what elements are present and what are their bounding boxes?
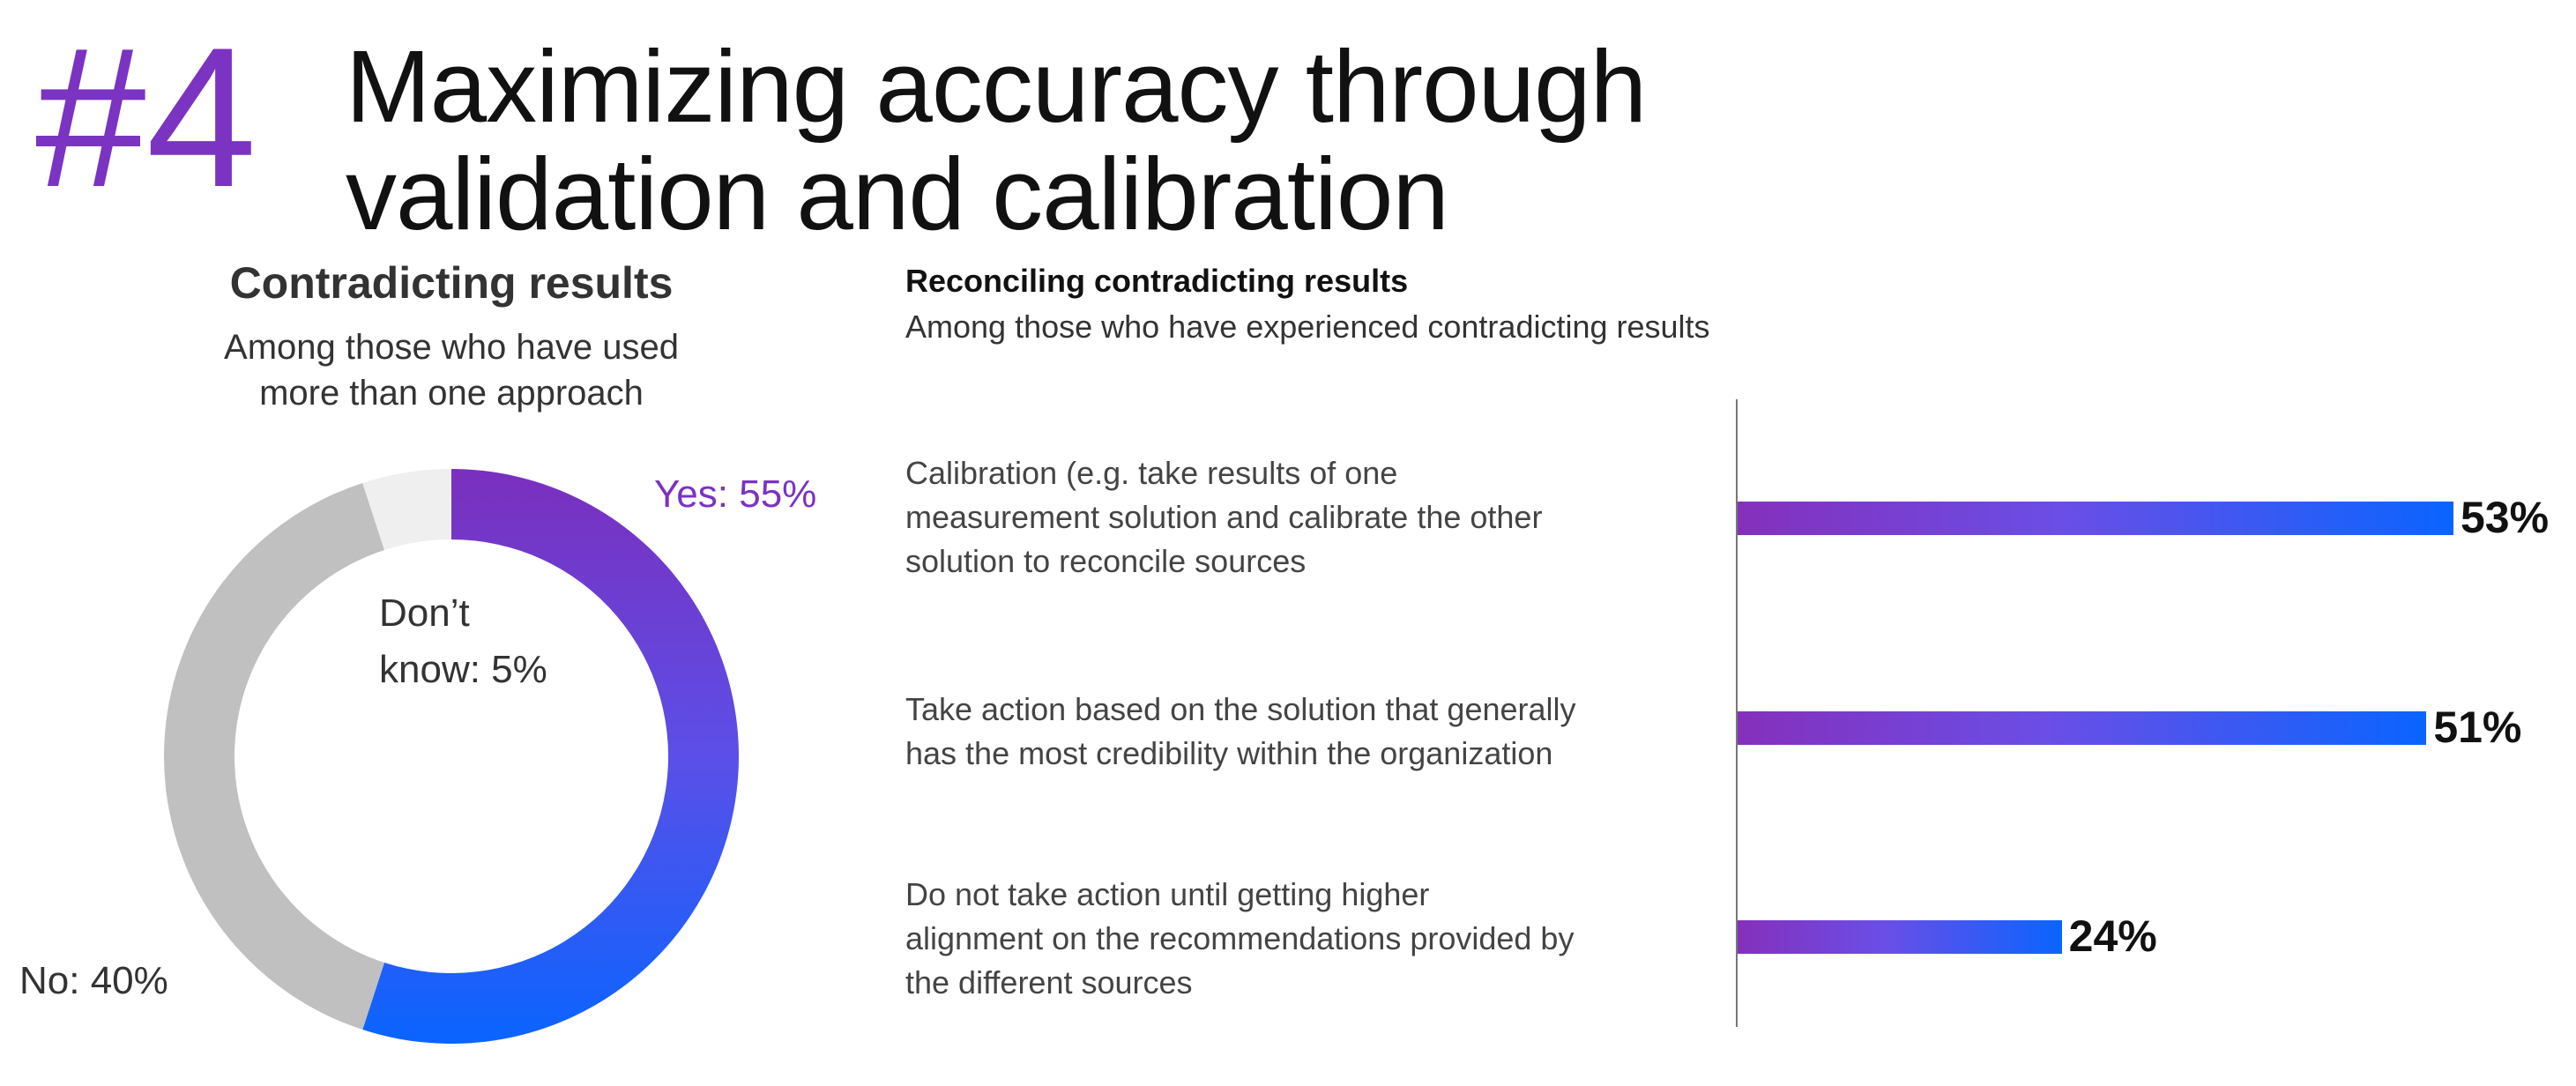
donut-slice-don-t-know <box>362 469 451 551</box>
donut-chart <box>164 469 740 1044</box>
donut-subtitle-line2: more than one approach <box>259 374 644 413</box>
page-title-line2: validation and calibration <box>346 137 1449 251</box>
donut-subtitle-line1: Among those who have used <box>224 328 679 367</box>
section-number: #4 <box>35 5 257 228</box>
page-title-line1: Maximizing accuracy through <box>346 29 1647 144</box>
donut-slice-no <box>164 482 384 1030</box>
donut-label-no: No: 40% <box>19 959 168 1002</box>
bar-value-label: 53% <box>2460 493 2550 542</box>
donut-label-dont-know-line2: know: 5% <box>379 648 547 691</box>
bar-label-line: alignment on the recommendations provide… <box>905 920 1575 956</box>
bar-value-label: 24% <box>2068 911 2157 961</box>
bar <box>1738 711 2427 745</box>
donut-slice-yes <box>362 469 740 1044</box>
bar <box>1738 920 2062 954</box>
bar-value-label: 51% <box>2433 703 2522 752</box>
bar-label: Take action based on the solution that g… <box>905 688 1716 776</box>
bar-label: Do not take action until getting higher a… <box>905 873 1716 1005</box>
bar-label: Calibration (e.g. take results of one mea… <box>905 451 1716 584</box>
bar-chart-subtitle: Among those who have experienced contrad… <box>905 309 1710 345</box>
donut-label-dont-know-line1: Don’t <box>379 591 470 635</box>
donut-title: Contradicting results <box>229 258 674 308</box>
donut-label-yes: Yes: 55% <box>654 472 817 516</box>
bar-label-line: Do not take action until getting higher <box>905 876 1430 912</box>
bar-chart-title: Reconciling contradicting results <box>905 263 1409 299</box>
bar-label-line: Take action based on the solution that g… <box>905 691 1576 727</box>
bar <box>1738 502 2453 535</box>
bar-label-line: has the most credibility within the orga… <box>905 735 1553 771</box>
bar-label-line: measurement solution and calibrate the o… <box>905 499 1543 535</box>
bar-axis-line <box>1736 399 1738 1027</box>
donut-label-dont-know: Don’t know: 5% <box>379 585 547 698</box>
bar-label-line: Calibration (e.g. take results of one <box>905 455 1398 491</box>
bar-label-line: the different sources <box>905 964 1193 1000</box>
bar-label-line: solution to reconcile sources <box>905 543 1307 579</box>
